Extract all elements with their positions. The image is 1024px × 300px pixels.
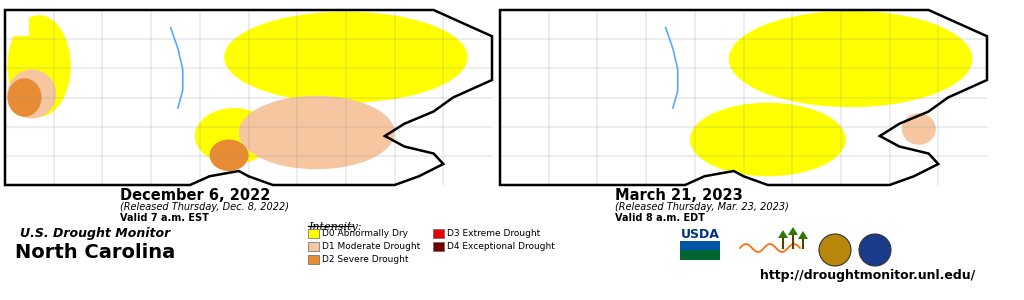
Polygon shape bbox=[778, 230, 788, 238]
Bar bbox=[308, 229, 319, 238]
Bar bbox=[680, 241, 720, 250]
Text: Valid 8 a.m. EDT: Valid 8 a.m. EDT bbox=[615, 213, 705, 223]
Bar bbox=[308, 242, 319, 251]
Text: March 21, 2023: March 21, 2023 bbox=[615, 188, 742, 203]
Ellipse shape bbox=[210, 140, 249, 171]
Ellipse shape bbox=[239, 96, 394, 169]
Text: (Released Thursday, Dec. 8, 2022): (Released Thursday, Dec. 8, 2022) bbox=[120, 202, 289, 212]
Bar bbox=[5, 10, 492, 185]
Text: Valid 7 a.m. EST: Valid 7 a.m. EST bbox=[120, 213, 209, 223]
Text: U.S. Drought Monitor: U.S. Drought Monitor bbox=[19, 227, 170, 240]
Text: North Carolina: North Carolina bbox=[15, 243, 175, 262]
Text: Intensity:: Intensity: bbox=[308, 222, 361, 232]
Bar bbox=[680, 250, 720, 260]
Ellipse shape bbox=[7, 15, 71, 117]
Circle shape bbox=[859, 234, 891, 266]
Bar bbox=[500, 10, 987, 185]
Ellipse shape bbox=[902, 113, 936, 145]
Text: D0 Abnormally Dry: D0 Abnormally Dry bbox=[322, 229, 408, 238]
Text: D1 Moderate Drought: D1 Moderate Drought bbox=[322, 242, 420, 251]
Polygon shape bbox=[788, 227, 798, 235]
Ellipse shape bbox=[729, 11, 973, 107]
Text: D2 Severe Drought: D2 Severe Drought bbox=[322, 255, 409, 264]
Text: http://droughtmonitor.unl.edu/: http://droughtmonitor.unl.edu/ bbox=[761, 269, 976, 282]
Ellipse shape bbox=[195, 108, 272, 164]
Ellipse shape bbox=[7, 70, 56, 118]
Text: D4 Exceptional Drought: D4 Exceptional Drought bbox=[447, 242, 555, 251]
Text: December 6, 2022: December 6, 2022 bbox=[120, 188, 270, 203]
Text: USDA: USDA bbox=[681, 228, 720, 241]
Bar bbox=[5, 10, 30, 36]
Ellipse shape bbox=[224, 12, 468, 103]
Bar bbox=[433, 242, 444, 251]
Text: (Released Thursday, Mar. 23, 2023): (Released Thursday, Mar. 23, 2023) bbox=[615, 202, 788, 212]
Polygon shape bbox=[798, 231, 808, 239]
Text: D3 Extreme Drought: D3 Extreme Drought bbox=[447, 229, 541, 238]
Circle shape bbox=[819, 234, 851, 266]
Ellipse shape bbox=[690, 103, 846, 176]
Ellipse shape bbox=[7, 78, 42, 117]
Bar bbox=[433, 229, 444, 238]
Bar bbox=[308, 255, 319, 264]
